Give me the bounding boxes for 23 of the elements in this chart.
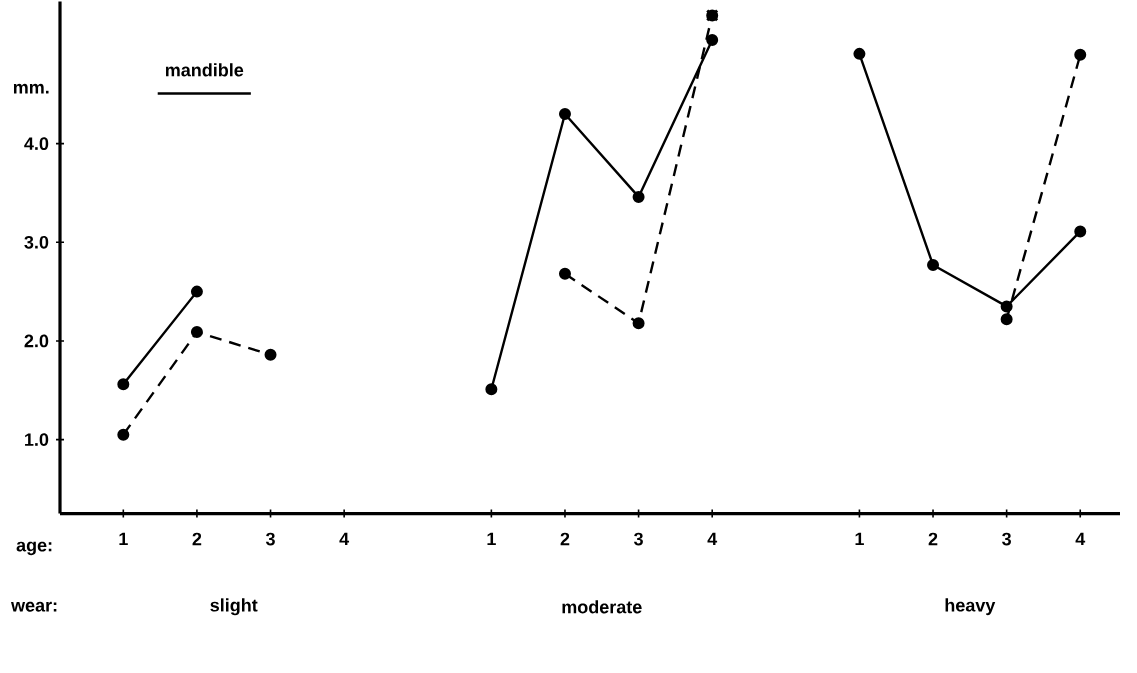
text: moderate [562,600,642,614]
x-tick-label: 1 [119,532,128,546]
x-tick-label: 4 [1075,532,1086,546]
x-tick-label: 3 [265,532,275,546]
x-tick-label: 2 [928,532,938,546]
y-tick-label: 2.0 [24,334,49,348]
y-axis-title: mm. [13,83,49,94]
text: heavy [945,598,996,616]
x-tick-label: 2 [560,532,570,546]
x-tick-label: 2 [192,532,202,546]
x-tick-label: 4 [339,532,350,546]
x-tick-label: 4 [707,532,718,546]
y-tick-label: 3.0 [24,236,49,249]
y-tick-label: 4.0 [24,137,49,151]
x-axis-title: age: [16,541,52,556]
x-tick-label: 3 [633,532,643,546]
text: wear: [10,602,57,612]
text: mandible [165,63,244,77]
y-tick-label: 1.0 [25,433,49,447]
x-tick-label: 3 [1002,532,1011,546]
text: slight [210,598,258,616]
x-tick-label: 1 [487,532,496,546]
x-tick-label: 1 [855,532,864,546]
